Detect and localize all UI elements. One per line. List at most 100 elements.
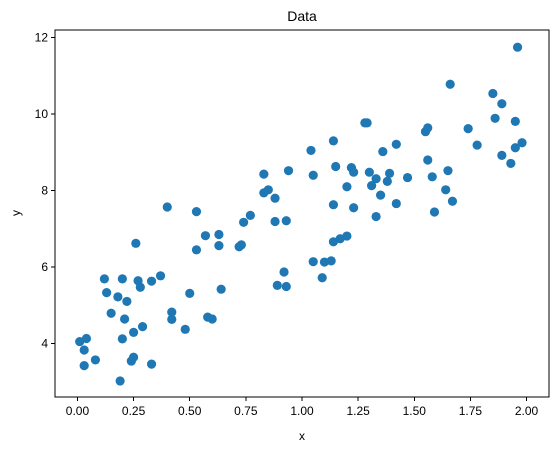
data-point: [155, 271, 166, 281]
x-tick-label: 0.75: [234, 404, 258, 418]
data-point: [349, 203, 359, 213]
data-point: [429, 207, 440, 217]
data-point: [185, 288, 195, 298]
chart-title: Data: [287, 8, 317, 24]
data-point: [362, 118, 372, 128]
data-point: [378, 146, 388, 157]
y-tick-label: 4: [41, 336, 48, 350]
data-point: [79, 345, 89, 355]
data-point: [216, 284, 226, 294]
data-point: [447, 196, 458, 206]
x-tick-label: 2.00: [515, 404, 539, 418]
data-point: [283, 166, 294, 176]
data-point: [427, 172, 437, 182]
data-point: [497, 150, 507, 160]
y-tick-label: 12: [35, 31, 49, 45]
y-tick-label: 6: [41, 260, 48, 274]
data-point: [146, 276, 157, 286]
data-point: [90, 355, 101, 365]
data-point: [131, 238, 141, 248]
x-tick-label: 1.50: [403, 404, 427, 418]
data-point: [510, 143, 520, 153]
data-point: [200, 231, 211, 241]
data-points: [75, 42, 527, 386]
data-point: [506, 158, 516, 169]
data-point: [326, 256, 336, 266]
x-axis-ticks: 0.00 0.25 0.50 0.75 1.00 1.25 1.50 1.75 2.00: [66, 397, 539, 418]
data-point: [342, 182, 352, 192]
data-point: [146, 359, 157, 369]
x-tick-label: 1.25: [346, 404, 370, 418]
data-point: [391, 198, 401, 209]
x-tick-label: 1.75: [459, 404, 483, 418]
data-point: [117, 274, 127, 284]
data-point: [128, 327, 139, 337]
data-point: [180, 324, 190, 334]
data-point: [402, 172, 413, 183]
data-point: [423, 123, 433, 133]
x-tick-label: 0.00: [66, 404, 90, 418]
data-point: [236, 240, 246, 250]
data-point: [113, 292, 123, 302]
data-point: [384, 168, 395, 178]
data-point: [308, 257, 318, 267]
x-tick-label: 0.25: [122, 404, 146, 418]
data-point: [191, 245, 202, 255]
data-point: [391, 139, 401, 149]
data-point: [510, 116, 520, 126]
y-axis-ticks: 4 6 8 10 12: [35, 31, 55, 350]
data-point: [102, 288, 112, 298]
data-point: [115, 376, 125, 386]
y-tick-label: 8: [41, 184, 48, 198]
data-point: [317, 273, 327, 283]
data-point: [371, 211, 381, 222]
data-point: [122, 296, 132, 307]
data-point: [106, 308, 116, 318]
data-point: [167, 307, 177, 317]
data-point: [423, 155, 433, 165]
data-point: [306, 145, 316, 156]
data-point: [214, 229, 224, 240]
data-point: [263, 185, 273, 195]
data-point: [371, 174, 381, 184]
y-tick-label: 10: [35, 107, 49, 121]
data-point: [99, 274, 109, 284]
data-point: [120, 314, 130, 324]
data-point: [512, 42, 523, 52]
data-point: [517, 138, 527, 148]
data-point: [382, 176, 392, 186]
data-point: [137, 322, 148, 332]
data-point: [214, 241, 224, 251]
data-point: [128, 352, 139, 362]
data-point: [443, 166, 453, 176]
data-point: [328, 200, 339, 210]
data-point: [441, 185, 451, 195]
data-point: [270, 216, 280, 227]
plot-frame: [54, 29, 550, 398]
data-point: [272, 280, 282, 290]
data-point: [328, 136, 339, 146]
data-point: [488, 88, 498, 99]
data-point: [279, 267, 289, 277]
y-axis-label: y: [9, 210, 23, 216]
data-point: [349, 167, 359, 177]
data-point: [463, 124, 473, 134]
data-point: [259, 169, 269, 179]
data-point: [239, 217, 249, 227]
data-point: [79, 361, 89, 371]
x-axis-label: x: [299, 429, 305, 443]
x-tick-label: 1.00: [290, 404, 314, 418]
data-point: [117, 334, 127, 344]
data-point: [308, 170, 318, 180]
data-point: [497, 99, 507, 109]
data-point: [342, 231, 352, 241]
data-point: [445, 79, 455, 89]
x-tick-label: 0.50: [178, 404, 202, 418]
data-point: [364, 167, 374, 177]
data-point: [245, 210, 255, 221]
data-point: [167, 314, 177, 324]
data-point: [367, 180, 377, 191]
data-point: [472, 140, 482, 150]
